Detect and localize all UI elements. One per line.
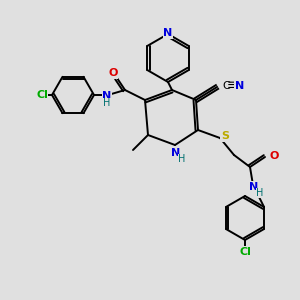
Text: Cl: Cl: [36, 90, 48, 100]
Text: S: S: [221, 131, 229, 141]
Text: O: O: [270, 151, 279, 161]
Text: H: H: [178, 154, 186, 164]
Text: Cl: Cl: [239, 247, 251, 257]
Text: N: N: [102, 91, 112, 101]
Text: H: H: [103, 98, 111, 108]
Text: O: O: [108, 68, 118, 78]
Text: N: N: [249, 182, 259, 192]
Text: N: N: [235, 81, 244, 91]
Text: N: N: [164, 28, 172, 38]
Text: C: C: [222, 81, 230, 91]
Text: H: H: [256, 188, 264, 198]
Text: N: N: [171, 148, 181, 158]
Text: ≡: ≡: [227, 80, 238, 92]
